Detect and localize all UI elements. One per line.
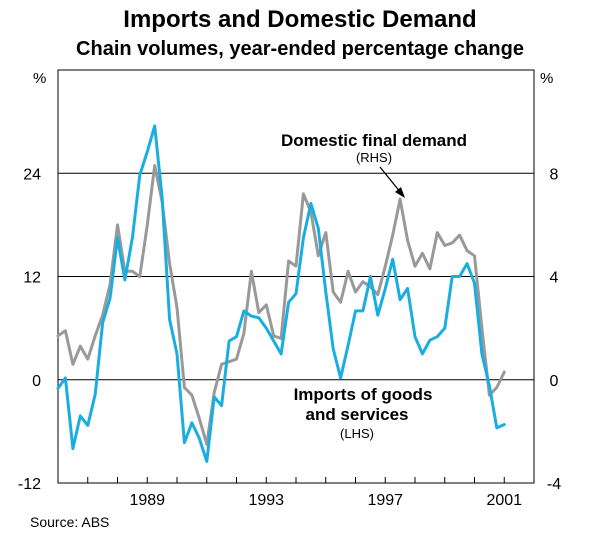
chart-title: Imports and Domestic Demand [123,6,477,33]
x-tick-label: 1997 [367,492,403,509]
domestic-demand-label: Domestic final demand [281,131,467,150]
x-tick-label: 1989 [129,492,165,509]
x-tick-label: 2001 [486,492,522,509]
annotation-arrow-line [379,166,402,194]
imports-axis-label: (LHS) [340,426,374,441]
right-tick-label: 4 [550,270,559,287]
right-tick-label: 8 [550,166,559,183]
right-axis-unit: % [540,70,554,87]
left-tick-label: 0 [32,373,41,390]
left-axis-unit: % [33,70,47,87]
annotation-arrowhead [395,187,405,198]
right-tick-label: -4 [547,476,561,493]
left-tick-label: -12 [18,476,41,493]
left-tick-label: 12 [23,270,41,287]
domestic-demand-series-line [56,164,506,446]
imports-series-line [56,124,506,463]
left-tick-label: 24 [23,166,41,183]
source-note: Source: ABS [30,514,110,530]
imports-label-line2: and services [305,405,408,424]
x-tick-label: 1993 [248,492,284,509]
domestic-demand-axis-label: (RHS) [356,150,392,165]
chart-subtitle: Chain volumes, year-ended percentage cha… [76,38,524,60]
imports-label-line1: Imports of goods [294,385,433,404]
right-tick-label: 0 [550,373,559,390]
